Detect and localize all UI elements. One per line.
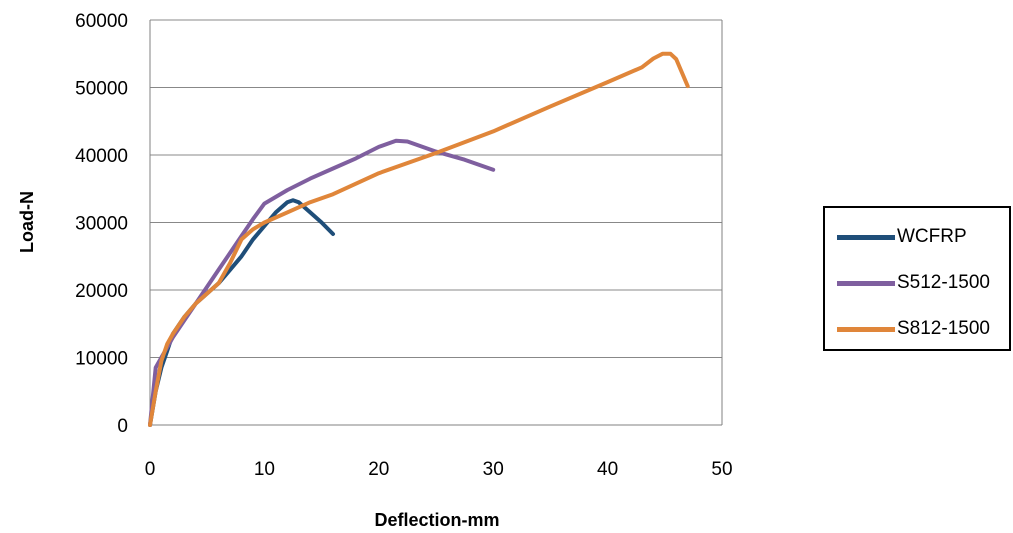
x-tick-label: 10 xyxy=(254,459,275,480)
y-tick-label: 50000 xyxy=(75,79,128,100)
y-tick-label: 20000 xyxy=(75,281,128,302)
series-line-s812-1500 xyxy=(148,51,690,427)
y-tick-label: 10000 xyxy=(75,349,128,370)
y-tick-labels: 0 10000 20000 30000 40000 50000 60000 xyxy=(75,11,128,437)
series-lines xyxy=(148,51,690,427)
y-tick-label: 0 xyxy=(117,416,128,437)
x-tick-label: 50 xyxy=(711,459,732,480)
x-tick-label: 20 xyxy=(368,459,389,480)
legend-item-wcfrp: WCFRP xyxy=(837,225,967,249)
legend-swatch-wcfrp xyxy=(837,234,895,240)
x-tick-labels: 0 10 20 30 40 50 xyxy=(145,459,733,480)
y-tick-label: 60000 xyxy=(75,11,128,32)
x-tick-label: 30 xyxy=(483,459,504,480)
legend-item-s512-1500: S512-1500 xyxy=(837,271,990,295)
x-tick-label: 0 xyxy=(145,459,156,480)
y-axis-title: Load-N xyxy=(17,191,37,253)
x-tick-label: 40 xyxy=(597,459,618,480)
legend-item-s812-1500: S812-1500 xyxy=(837,317,990,341)
legend-swatch-s512-1500 xyxy=(837,280,895,286)
legend-label-s812-1500: S812-1500 xyxy=(897,318,990,339)
series-line-s512-1500 xyxy=(148,138,496,427)
y-tick-label: 30000 xyxy=(75,214,128,235)
x-axis-title: Deflection-mm xyxy=(374,510,499,530)
y-tick-label: 40000 xyxy=(75,146,128,167)
legend-label-wcfrp: WCFRP xyxy=(897,226,967,247)
legend-label-s512-1500: S512-1500 xyxy=(897,272,990,293)
legend-swatch-s812-1500 xyxy=(837,326,895,332)
legend: WCFRP S512-1500 S812-1500 xyxy=(823,206,1011,351)
gridlines xyxy=(150,19,722,358)
